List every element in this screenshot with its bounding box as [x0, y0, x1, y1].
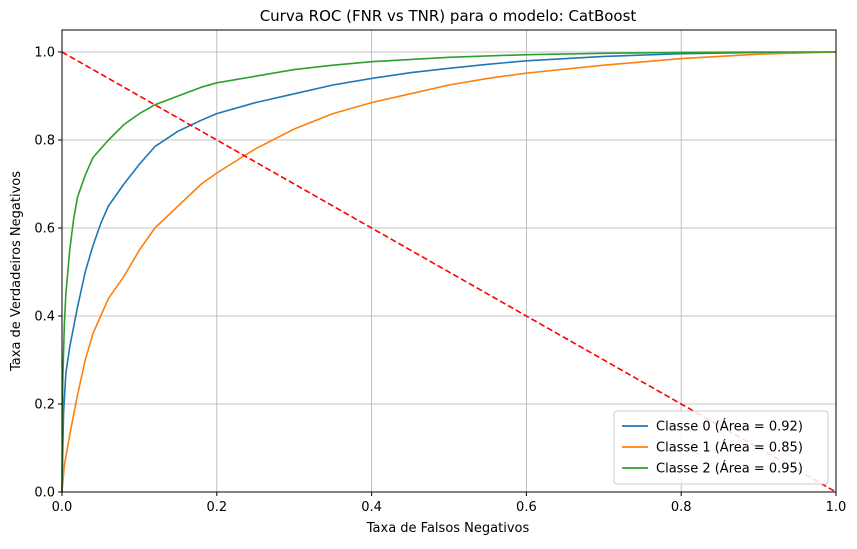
y-tick-label: 0.2 [34, 398, 55, 413]
ticks: 0.0 0.2 0.4 0.6 0.8 1.0 0.0 0.2 0.4 0.6 0.8 1.0 [34, 46, 846, 516]
x-tick-label: 0.6 [516, 500, 537, 515]
legend-label: Classe 1 (Área = 0.85) [656, 440, 803, 456]
y-tick-label: 1.0 [34, 46, 55, 61]
series-line-0 [61, 51, 837, 493]
x-tick-label: 0.2 [206, 500, 227, 515]
series-line-2 [61, 51, 836, 493]
y-axis-label: Taxa de Verdadeiros Negativos [9, 171, 24, 372]
legend-box [613, 410, 829, 485]
legend-label: Classe 0 (Área = 0.92) [656, 419, 803, 435]
x-tick-label: 1.0 [826, 500, 847, 515]
legend: Classe 0 (Área = 0.92) Classe 1 (Área = 0… [613, 410, 829, 485]
plot-frame [61, 29, 837, 493]
y-tick-label: 0.6 [34, 222, 55, 237]
x-tick-label: 0.0 [52, 500, 73, 515]
series-line-1 [61, 51, 837, 493]
chart-title: Curva ROC (FNR vs TNR) para o modelo: Ca… [260, 7, 637, 25]
y-tick-label: 0.4 [34, 310, 55, 325]
x-tick-label: 0.4 [361, 500, 382, 515]
legend-label: Classe 2 (Área = 0.95) [656, 461, 803, 477]
y-tick-label: 0.8 [34, 134, 55, 149]
x-axis-label: Taxa de Falsos Negativos [366, 521, 530, 536]
y-tick-label: 0.0 [34, 486, 55, 501]
series-layer [61, 51, 837, 493]
x-tick-label: 0.8 [671, 500, 692, 515]
